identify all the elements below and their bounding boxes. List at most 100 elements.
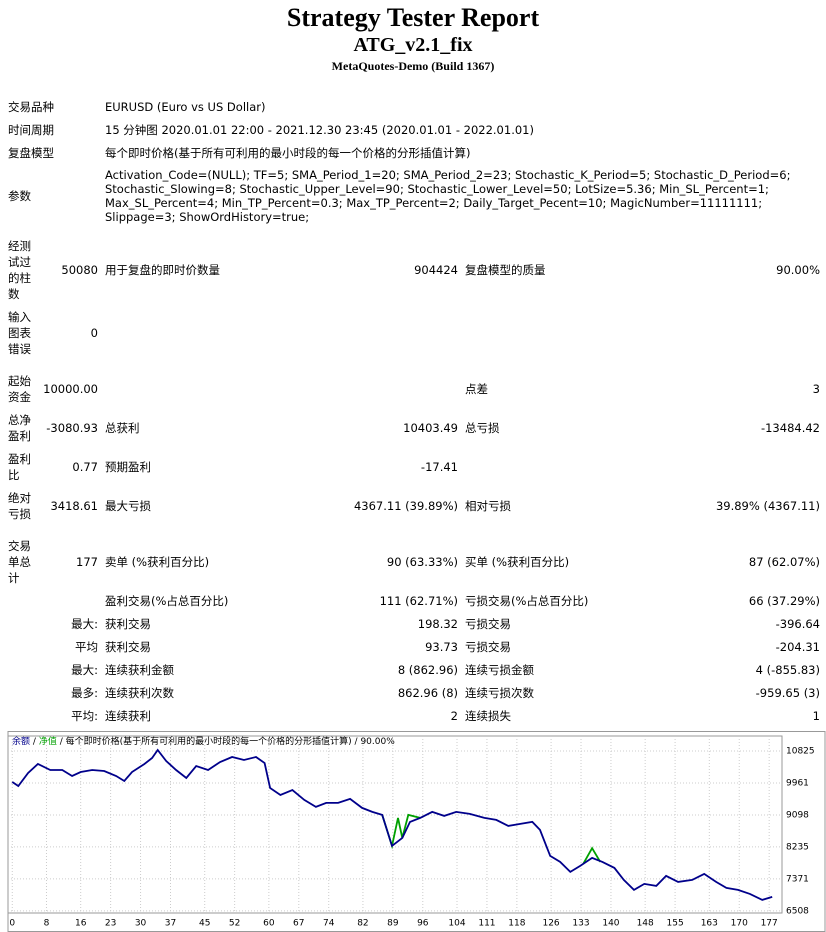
legend-note: 每个即时价格(基于所有可利用的最小时段的每一个价格的分形插值计算) [66,735,352,747]
chart-frame [7,731,826,932]
legend-separator: / [33,737,37,747]
plot-area [7,735,783,914]
x-tick-label: 155 [667,919,684,929]
info-value: 15 分钟图 2020.01.01 22:00 - 2021.12.30 23:… [105,123,534,137]
series-line [11,748,773,901]
stat-label: 连续获利金额 [105,663,174,677]
info-label: 参数 [8,189,31,203]
stat-label: 总亏损 [465,421,500,435]
stat-label: 获利交易 [105,640,151,654]
stat-value: 862.96 (8) [397,686,458,700]
x-tick-label: 37 [165,919,176,929]
stat-value: 1 [812,709,820,723]
x-tick-label: 177 [761,919,778,929]
y-tick-label: 9098 [786,810,809,820]
stat-label: 总获利 [105,421,140,435]
stat-value: 39.89% (4367.11) [715,499,820,513]
stat-value: 10403.49 [403,421,458,435]
stat-value: 198.32 [417,617,458,631]
stat-value: 66 (37.29%) [748,594,820,608]
stat-label: 起始资金 [8,374,31,404]
stat-value: 最大: [71,617,98,631]
x-tick-label: 30 [135,919,147,929]
x-tick-label: 96 [417,919,429,929]
stat-label: 绝对亏损 [8,491,31,521]
stat-value: 10000.00 [43,382,98,396]
stat-label: 卖单 (%获利百分比) [105,555,210,569]
stat-label: 连续亏损次数 [465,686,534,700]
stat-value: -13484.42 [760,421,820,435]
info-label: 复盘模型 [8,146,54,160]
stat-value: 0.77 [72,460,98,474]
stat-label: 亏损交易(%占总百分比) [465,594,589,608]
stat-value: -3080.93 [46,421,98,435]
y-tick-label: 8235 [786,842,809,852]
stat-value: 177 [76,555,98,569]
stat-label: 用于复盘的即时价数量 [105,263,220,277]
stat-value: 904424 [414,263,458,277]
y-tick-label: 10825 [786,746,815,756]
stat-value: 8 (862.96) [397,663,458,677]
x-tick-label: 104 [448,919,465,929]
stat-label: 交易单总计 [8,539,31,585]
stat-label: 连续损失 [465,709,511,723]
stat-value: 4 (-855.83) [755,663,820,677]
stat-value: 111 (62.71%) [379,594,458,608]
x-tick-label: 111 [478,919,495,929]
y-tick-label: 6508 [786,906,809,916]
info-label: 交易品种 [8,100,54,114]
legend-equity: 净值 [39,735,57,747]
x-tick-label: 67 [293,919,304,929]
stat-value: 2 [450,709,458,723]
stat-label: 买单 (%获利百分比) [465,555,570,569]
x-tick-label: 23 [105,919,116,929]
stat-label: 亏损交易 [465,640,511,654]
stat-label: 经测试过的柱数 [8,239,31,301]
stat-label: 输入图表错误 [8,310,31,356]
info-label: 时间周期 [8,123,54,137]
legend-separator: / [60,737,64,747]
info-value: EURUSD (Euro vs US Dollar) [105,100,266,114]
chart: 余额 / 净值 / 每个即时价格(基于所有可利用的最小时段的每一个价格的分形插值… [7,731,826,932]
x-tick-label: 60 [263,919,275,929]
x-tick-label: 140 [602,919,619,929]
stat-value: 87 (62.07%) [748,555,820,569]
y-tick-label: 9961 [786,778,809,788]
legend-balance: 余额 [12,735,30,747]
stat-label: 连续获利 [105,709,151,723]
legend-quality: 90.00% [360,737,395,747]
report-title: Strategy Tester Report [286,3,540,32]
stat-value: 0 [90,326,98,340]
stat-label: 亏损交易 [465,617,511,631]
build-info: MetaQuotes-Demo (Build 1367) [331,59,495,73]
x-tick-label: 52 [229,919,240,929]
stat-label: 盈利比 [8,452,31,482]
stat-value: 平均 [75,640,98,654]
info-value: Activation_Code=(NULL); TF=5; SMA_Period… [105,168,791,224]
stat-label: 相对亏损 [465,499,511,513]
x-tick-label: 89 [387,919,399,929]
stat-value: 50080 [61,263,98,277]
stat-value: 最大: [71,663,98,677]
stat-label: 总净盈利 [8,413,31,443]
x-tick-label: 170 [731,919,748,929]
x-tick-label: 0 [9,919,15,929]
stat-value: 90 (63.33%) [386,555,458,569]
stat-value: 平均: [71,709,98,723]
x-tick-label: 8 [44,919,50,929]
stat-value: -204.31 [775,640,820,654]
stat-value: 93.73 [425,640,458,654]
x-tick-label: 16 [75,919,87,929]
x-tick-label: 163 [701,919,718,929]
stat-value: -396.64 [775,617,820,631]
legend: 余额 / 净值 / 每个即时价格(基于所有可利用的最小时段的每一个价格的分形插值… [12,735,395,747]
stat-label: 盈利交易(%占总百分比) [105,594,229,608]
stat-label: 连续获利次数 [105,686,174,700]
x-tick-label: 82 [357,919,368,929]
stat-value: -17.41 [420,460,458,474]
x-tick-label: 118 [508,919,525,929]
stat-label: 获利交易 [105,617,151,631]
stat-value: 4367.11 (39.89%) [353,499,458,513]
stat-value: 90.00% [776,263,820,277]
x-tick-label: 45 [199,919,210,929]
